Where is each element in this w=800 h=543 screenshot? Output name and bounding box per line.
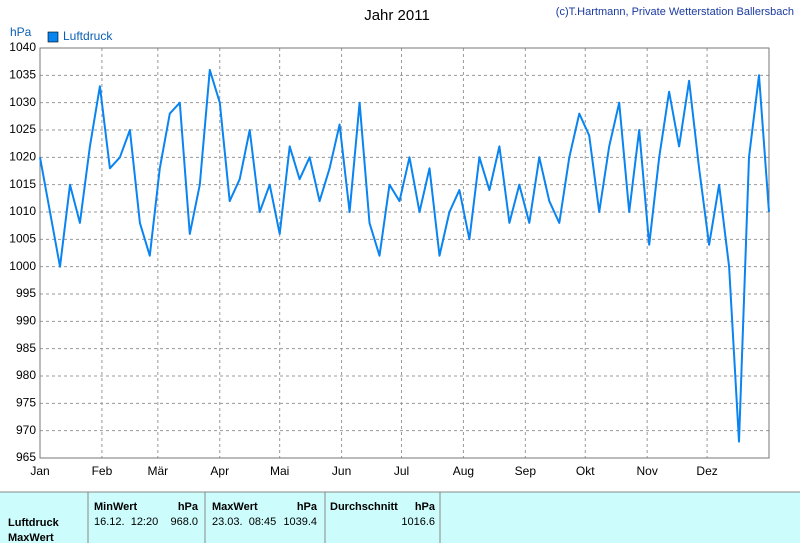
legend-swatch xyxy=(47,31,59,43)
table-header: hPa xyxy=(297,501,318,513)
y-tick-label: 970 xyxy=(16,423,36,437)
y-tick-label: 1000 xyxy=(9,259,36,273)
table-cell: 1016.6 xyxy=(401,516,435,528)
y-tick-label: 1030 xyxy=(9,95,36,109)
stats-table: MinWert hPa MaxWert hPa Durchschnitt hPa… xyxy=(0,491,800,543)
legend-label: Luftdruck xyxy=(63,29,113,43)
y-tick-label: 1010 xyxy=(9,204,36,218)
y-tick-label: 1005 xyxy=(9,232,36,246)
y-tick-label: 1020 xyxy=(9,150,36,164)
x-tick-label: Jul xyxy=(394,464,409,478)
x-tick-label: Dez xyxy=(696,464,717,478)
x-tick-label: Mai xyxy=(270,464,289,478)
x-tick-label: Aug xyxy=(453,464,474,478)
row-label: MaxWert xyxy=(8,532,54,543)
table-cell: 968.0 xyxy=(170,516,198,528)
y-tick-label: 1015 xyxy=(9,177,36,191)
y-tick-label: 1025 xyxy=(9,122,36,136)
plot-border xyxy=(39,47,770,459)
table-cell: 1039.4 xyxy=(283,516,317,528)
y-tick-label: 980 xyxy=(16,368,36,382)
table-header: MinWert xyxy=(94,501,138,513)
y-tick-label: 995 xyxy=(16,286,36,300)
plot-area: 965 970 975 980 985 990 995 1000 1005 1010 1015 102… xyxy=(9,29,770,478)
y-tick-label: 1040 xyxy=(9,40,36,54)
table-header: MaxWert xyxy=(212,501,258,513)
chart-title: Jahr 2011 xyxy=(364,7,430,24)
y-tick-label: 1035 xyxy=(9,68,36,82)
row-label: Luftdruck xyxy=(8,517,60,529)
table-background xyxy=(0,492,800,543)
credit: (c)T.Hartmann, Private Wetterstation Bal… xyxy=(556,6,794,18)
table-cell: 16.12. 12:20 xyxy=(94,516,158,528)
data-line xyxy=(39,68,770,443)
y-tick-label: 965 xyxy=(16,450,36,464)
x-tick-label: Apr xyxy=(210,464,229,478)
x-tick-label: Mär xyxy=(148,464,169,478)
y-tick-label: 985 xyxy=(16,341,36,355)
y-axis-label: hPa xyxy=(10,25,32,39)
x-tick-label: Jan xyxy=(30,464,49,478)
x-tick-label: Jun xyxy=(332,464,351,478)
x-tick-label: Sep xyxy=(515,464,537,478)
table-header: hPa xyxy=(178,501,199,513)
y-tick-label: 975 xyxy=(16,396,36,410)
x-tick-label: Okt xyxy=(576,464,595,478)
table-header: hPa xyxy=(415,501,436,513)
table-cell: 23.03. 08:45 xyxy=(212,516,276,528)
x-tick-label: Nov xyxy=(636,464,657,478)
x-tick-label: Feb xyxy=(92,464,113,478)
table-header: Durchschnitt xyxy=(330,501,398,513)
y-tick-label: 990 xyxy=(16,314,36,328)
